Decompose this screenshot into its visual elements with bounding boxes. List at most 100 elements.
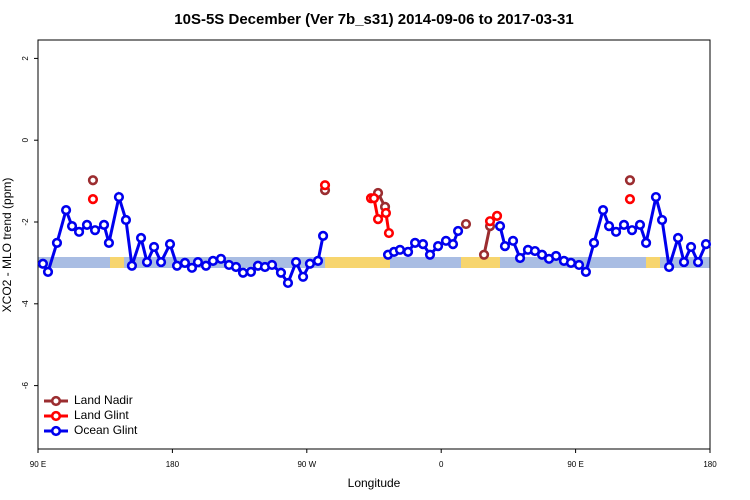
point — [66, 220, 78, 232]
point — [499, 241, 511, 252]
y-tick-label: -2 — [21, 218, 30, 226]
point — [126, 260, 138, 271]
point — [624, 175, 636, 186]
point — [171, 260, 183, 271]
point — [37, 258, 49, 269]
point — [120, 214, 132, 226]
point — [550, 250, 562, 262]
point — [89, 225, 101, 236]
point — [460, 218, 472, 230]
legend-marker — [50, 410, 62, 422]
point — [402, 246, 414, 257]
point — [179, 257, 191, 269]
point — [87, 194, 99, 205]
point — [432, 241, 444, 252]
x-tick-label: 90 W — [297, 460, 316, 469]
point — [634, 219, 646, 230]
point — [484, 216, 496, 227]
point — [452, 225, 464, 237]
point — [447, 238, 459, 250]
point — [113, 191, 125, 203]
point — [514, 252, 526, 264]
legend-marker — [50, 395, 62, 407]
point — [60, 205, 72, 216]
point — [275, 267, 287, 278]
point — [494, 220, 506, 232]
point — [383, 227, 395, 239]
point — [610, 226, 622, 237]
point — [692, 256, 704, 268]
point — [618, 219, 630, 230]
point — [200, 260, 212, 271]
x-tick-label: 90 E — [567, 460, 583, 469]
y-tick-label: 2 — [21, 56, 30, 61]
legend-label: Land Nadir — [74, 393, 133, 407]
point — [597, 205, 609, 216]
point — [624, 194, 636, 205]
point — [42, 266, 54, 278]
point — [319, 180, 331, 191]
point — [573, 259, 585, 271]
point — [51, 237, 63, 248]
point — [640, 237, 652, 248]
point — [290, 256, 302, 268]
point — [536, 249, 548, 260]
point — [626, 225, 638, 236]
point — [207, 255, 219, 266]
point — [103, 237, 115, 248]
point — [417, 238, 429, 250]
point — [81, 219, 93, 230]
point — [656, 214, 668, 226]
point — [73, 226, 85, 237]
point — [282, 277, 294, 289]
y-axis-label: XCO2 - MLO trend (ppm) — [0, 178, 14, 313]
point — [297, 271, 309, 282]
point — [148, 241, 160, 253]
point — [650, 191, 662, 203]
point — [685, 241, 697, 253]
land-strip — [646, 257, 660, 268]
point — [317, 230, 329, 242]
point — [603, 220, 615, 232]
point — [215, 253, 227, 264]
point — [478, 249, 490, 260]
x-tick-label: 0 — [439, 460, 444, 469]
point — [678, 256, 690, 268]
point — [672, 232, 684, 244]
point — [245, 266, 257, 278]
point — [266, 259, 278, 271]
legend-label: Ocean Glint — [74, 423, 138, 437]
legend-label: Land Glint — [74, 408, 129, 422]
point — [230, 261, 242, 273]
x-tick-label: 90 E — [30, 460, 46, 469]
point — [580, 266, 592, 278]
x-axis-label: Longitude — [348, 476, 401, 490]
point — [700, 238, 712, 250]
point — [663, 261, 675, 273]
point — [135, 232, 147, 244]
point — [424, 249, 436, 260]
point — [87, 175, 99, 186]
land-strip — [110, 257, 124, 268]
y-tick-label: 0 — [21, 137, 30, 142]
point — [380, 207, 392, 219]
x-tick-label: 180 — [703, 460, 717, 469]
point — [394, 244, 406, 255]
chart-title: 10S-5S December (Ver 7b_s31) 2014-09-06 … — [174, 11, 573, 28]
point — [368, 193, 380, 204]
point — [565, 257, 577, 269]
point — [588, 237, 600, 248]
point — [491, 210, 503, 221]
land-strip — [325, 257, 390, 268]
point — [141, 256, 153, 268]
point — [164, 238, 176, 250]
y-tick-label: -4 — [21, 300, 30, 308]
point — [192, 256, 204, 268]
y-tick-label: -6 — [21, 382, 30, 390]
x-tick-label: 180 — [166, 460, 180, 469]
point — [507, 235, 519, 246]
legend-marker — [50, 425, 62, 437]
point — [409, 237, 421, 248]
